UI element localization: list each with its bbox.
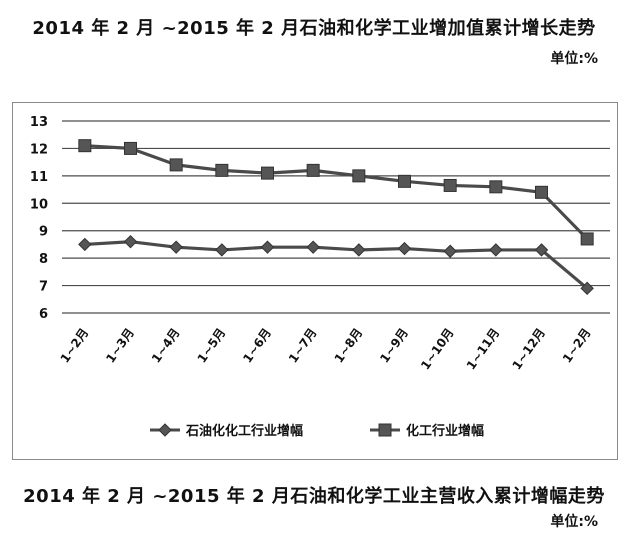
- data-point-square: [352, 169, 366, 183]
- series-line: [84, 240, 589, 290]
- x-tick-label: 1~8月: [332, 326, 366, 366]
- data-point-diamond: [215, 243, 229, 257]
- y-tick-label: 7: [39, 280, 48, 295]
- data-point-diamond: [123, 234, 138, 249]
- data-point-diamond: [534, 243, 549, 257]
- data-point-square: [489, 180, 503, 194]
- data-point-diamond: [260, 240, 275, 254]
- y-tick-label: 12: [30, 142, 48, 157]
- x-tick-label: 1~7月: [286, 326, 320, 366]
- data-point-diamond: [352, 243, 366, 257]
- legend-label: 化工行业增幅: [406, 423, 484, 439]
- x-tick-label: 1~6月: [240, 326, 274, 366]
- data-point-square: [261, 166, 274, 180]
- y-tick-label: 9: [39, 225, 48, 240]
- x-tick-label: 1~11月: [464, 326, 502, 373]
- data-point-diamond: [580, 281, 594, 296]
- data-point-diamond: [443, 244, 457, 258]
- data-point-diamond: [306, 240, 320, 254]
- unit-label: 单位:%: [550, 51, 598, 67]
- y-tick-label: 6: [39, 307, 48, 322]
- data-point-square: [306, 163, 320, 177]
- legend-marker-diamond: [158, 423, 172, 437]
- data-point-diamond: [169, 240, 183, 254]
- legend-label: 石油化化工行业增幅: [185, 423, 303, 439]
- x-tick-label: 1~4月: [149, 326, 183, 366]
- data-point-square: [78, 139, 92, 153]
- y-tick-label: 13: [30, 115, 48, 130]
- x-tick-label: 1~12月: [509, 326, 547, 373]
- chart-frame: [12, 102, 618, 460]
- y-tick-label: 11: [30, 170, 48, 185]
- data-point-square: [398, 174, 411, 188]
- x-tick-label: 1~10月: [418, 326, 456, 373]
- x-tick-label: 1~5月: [195, 326, 229, 366]
- next-chart-title: 2014 年 2 月 ~2015 年 2 月石油和化学工业主营收入累计增幅走势: [23, 486, 605, 507]
- data-point-square: [535, 185, 548, 199]
- next-chart-unit-label: 单位:%: [550, 514, 598, 530]
- legend-marker-square: [378, 423, 392, 437]
- x-tick-label: 1~9月: [377, 326, 411, 366]
- data-point-square: [443, 178, 457, 192]
- chart-title: 2014 年 2 月 ~2015 年 2 月石油和化学工业增加值累计增长走势: [32, 18, 596, 39]
- data-point-diamond: [489, 243, 503, 257]
- series-line: [84, 144, 589, 241]
- data-point-square: [580, 232, 594, 246]
- y-tick-label: 10: [30, 197, 48, 212]
- y-tick-label: 8: [39, 252, 48, 267]
- data-point-square: [215, 163, 229, 177]
- x-tick-label: 1~3月: [103, 326, 137, 366]
- data-point-diamond: [397, 241, 412, 256]
- x-tick-label: 1~2月: [560, 326, 594, 366]
- x-tick-label: 1~2月: [58, 326, 92, 366]
- data-point-diamond: [78, 237, 92, 252]
- data-point-square: [124, 141, 137, 155]
- data-point-square: [169, 158, 183, 172]
